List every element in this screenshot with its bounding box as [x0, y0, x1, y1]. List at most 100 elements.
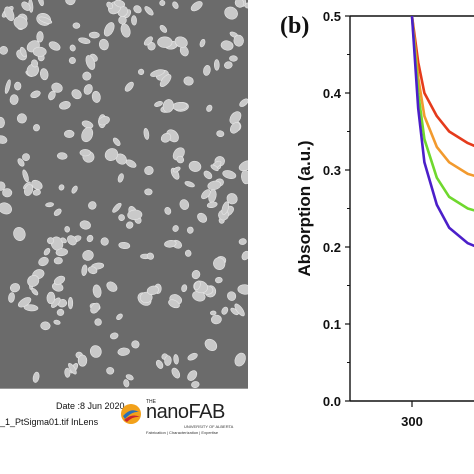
sem-particle — [89, 345, 102, 358]
sem-particle — [82, 250, 94, 261]
sem-particle — [77, 354, 88, 367]
plot-area — [410, 16, 474, 248]
y-tick-label: 0.1 — [323, 317, 341, 332]
sem-particle — [224, 61, 233, 69]
sem-particle — [171, 367, 181, 379]
sem-file-label: _1_PtSigma01.tif InLens — [0, 417, 99, 427]
sem-particle — [22, 169, 29, 183]
sem-particle — [19, 46, 27, 57]
sem-particle — [55, 248, 68, 257]
sem-particle — [85, 55, 96, 70]
sem-particle — [92, 284, 102, 298]
sem-particle — [64, 129, 75, 138]
sem-particle — [191, 381, 200, 388]
sem-particle — [48, 41, 61, 51]
sem-particle — [201, 189, 211, 200]
sem-particle — [213, 257, 226, 271]
sem-particle — [187, 352, 198, 361]
sem-particle — [159, 24, 168, 33]
sem-particle — [86, 234, 94, 243]
sem-particle — [183, 76, 194, 86]
sem-particle — [239, 98, 248, 107]
sem-particle — [59, 101, 71, 110]
sem-particle — [81, 127, 94, 143]
sem-particle — [207, 180, 222, 191]
sem-particle — [124, 81, 134, 92]
sem-particle — [191, 270, 201, 280]
sem-particle — [146, 252, 154, 260]
sem-particle — [88, 31, 100, 39]
sem-particle — [58, 184, 65, 191]
sem-particle — [43, 248, 51, 256]
sem-particle — [176, 155, 185, 164]
sem-particle — [47, 237, 54, 245]
sem-particle — [174, 36, 188, 48]
sem-particle — [17, 158, 25, 167]
sem-particle — [106, 1, 114, 10]
sem-particle — [65, 0, 76, 6]
sem-particle — [60, 237, 67, 244]
sem-particle — [233, 34, 244, 47]
sem-image: Date :8 Jun 2020 _1_PtSigma01.tif InLens… — [0, 0, 248, 440]
sem-particle — [79, 149, 91, 157]
sem-particle — [190, 1, 203, 12]
sem-particle — [222, 170, 237, 180]
sem-particle — [40, 321, 51, 331]
sem-particle — [199, 38, 206, 48]
sem-particle — [32, 371, 40, 383]
sem-particle — [30, 90, 41, 99]
sem-particle — [216, 130, 225, 138]
sem-particle — [91, 90, 101, 103]
sem-particle — [238, 160, 248, 172]
sem-particle — [143, 36, 153, 46]
nanofab-logo: THE nanoFAB UNIVERSITY OF ALBERTA Fabric… — [120, 397, 246, 437]
sem-particle — [71, 185, 78, 194]
sem-particle — [186, 226, 194, 234]
sem-particle — [72, 22, 81, 29]
sem-particle — [32, 189, 41, 196]
sem-particle — [83, 84, 93, 95]
sem-particle — [181, 284, 188, 293]
sem-particle — [204, 338, 218, 351]
sem-particle — [139, 291, 153, 304]
sem-particle — [64, 226, 71, 233]
sem-particle — [109, 332, 119, 340]
sem-particle — [138, 68, 145, 75]
series-line-3 — [410, 16, 474, 212]
y-axis-label: Absorption (a.u.) — [295, 141, 314, 277]
sem-particle — [45, 202, 54, 208]
sem-particle — [48, 90, 56, 101]
sem-particle — [184, 181, 195, 188]
sem-particle — [67, 297, 74, 310]
sem-particle — [210, 310, 217, 316]
sem-particle — [162, 99, 174, 113]
sem-particle — [206, 201, 218, 209]
sem-particle — [173, 166, 181, 173]
logo-tagline: Fabrication | Characterization | Experti… — [146, 430, 219, 435]
sem-particle — [157, 36, 173, 48]
sem-particle — [194, 280, 201, 291]
sem-particle — [81, 264, 88, 276]
sem-particle — [144, 188, 153, 196]
sem-particle — [100, 237, 109, 246]
sem-particle — [78, 37, 91, 44]
sem-particle — [4, 6, 15, 22]
sem-info-bar: Date :8 Jun 2020 _1_PtSigma01.tif InLens… — [0, 388, 248, 440]
sem-particle — [27, 274, 40, 287]
sem-particle — [118, 214, 125, 221]
sem-particle — [82, 71, 92, 81]
sem-particle — [87, 266, 98, 275]
sem-particle — [98, 116, 110, 126]
sem-particle — [38, 16, 53, 24]
sem-particle — [36, 31, 44, 43]
sem-particle — [14, 81, 22, 91]
sem-particle — [210, 164, 219, 172]
absorption-chart: (b) Absorption (a.u.) 0.0 0.1 0.2 0.3 0.4 0.5 30… — [280, 9, 474, 429]
sem-particle — [213, 59, 220, 71]
sem-particle — [81, 120, 94, 129]
sem-particle — [117, 347, 130, 356]
sem-particle — [131, 15, 137, 26]
y-tick-label: 0.3 — [323, 163, 341, 178]
sem-particle — [106, 367, 115, 375]
sem-particle — [22, 153, 30, 161]
